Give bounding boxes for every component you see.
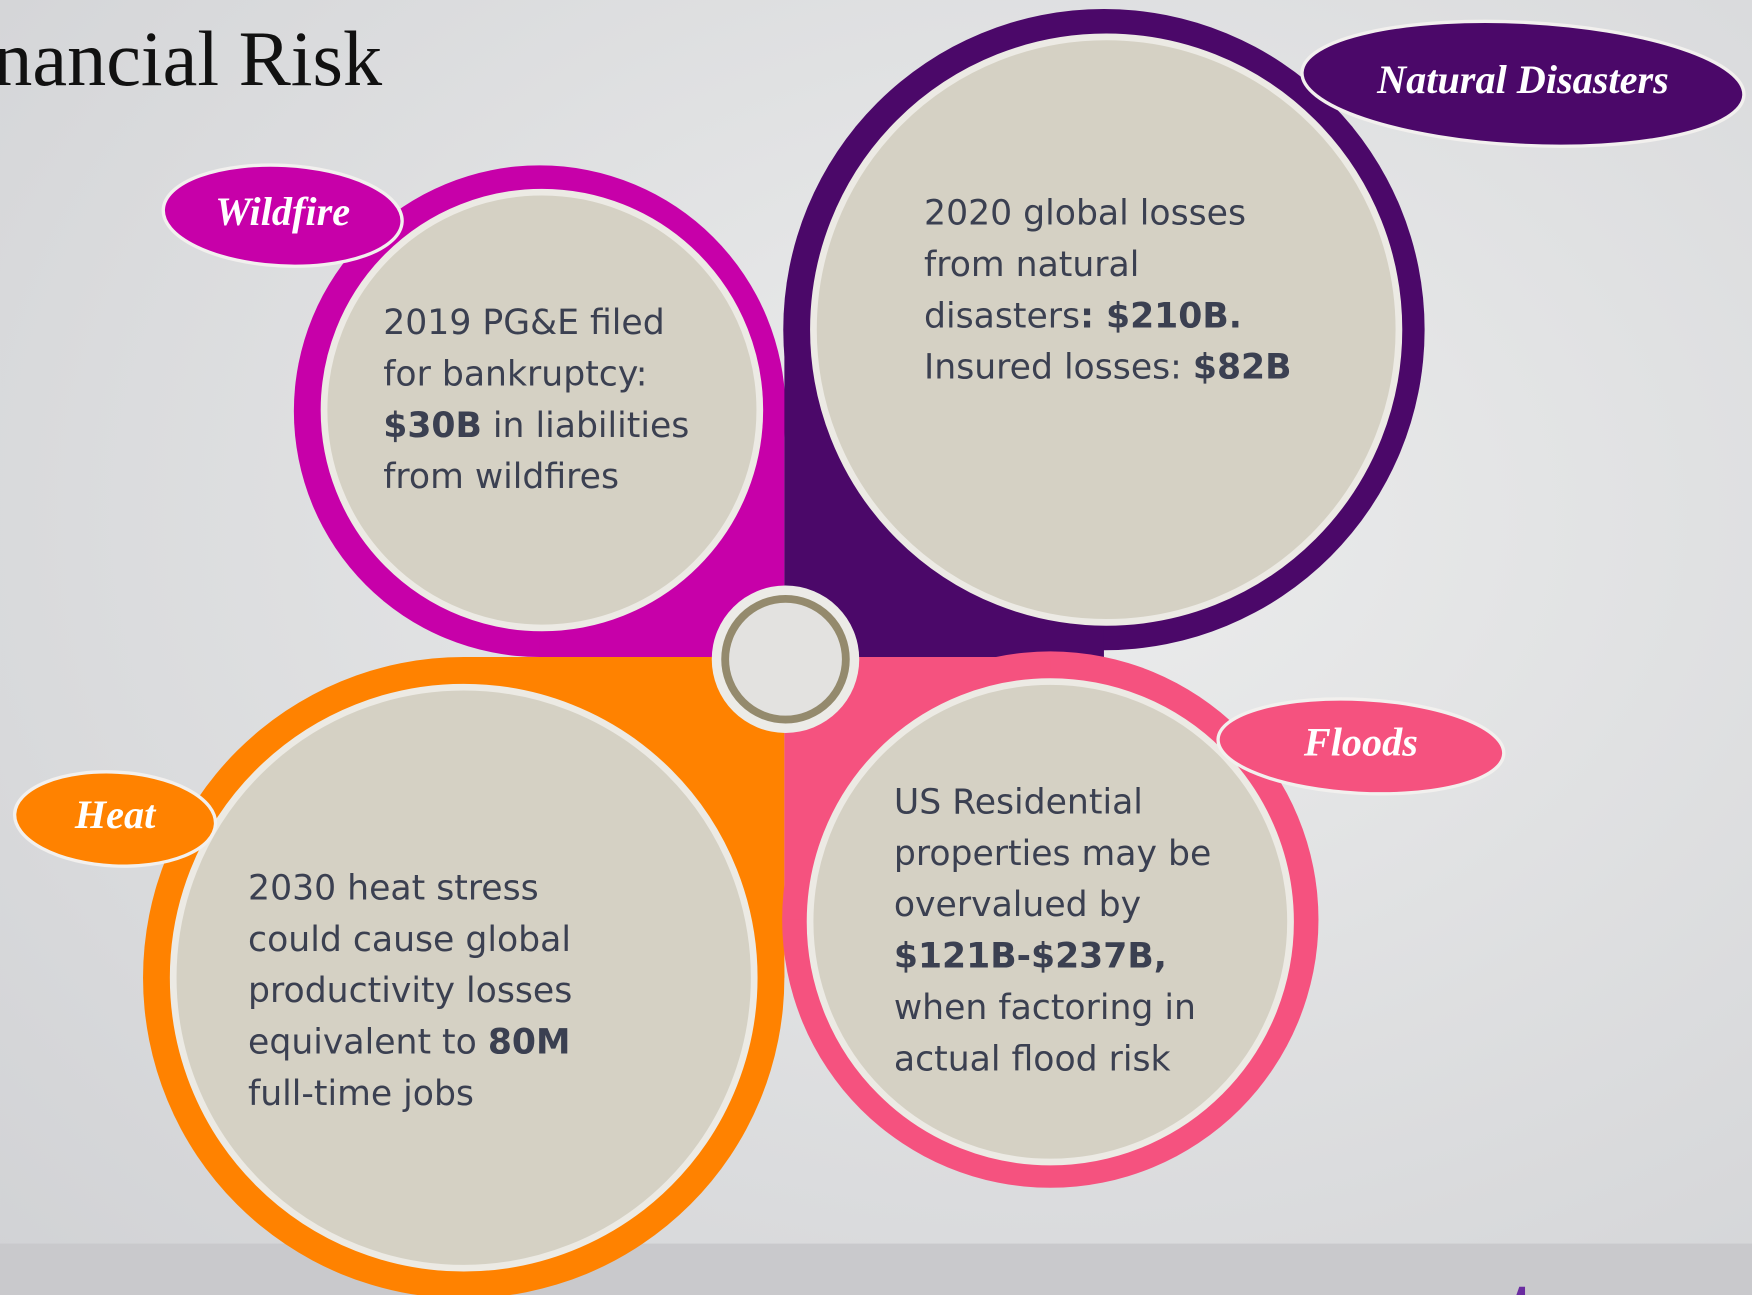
text-run: equivalent to bbox=[248, 1023, 488, 1063]
panel-label-badge bbox=[161, 163, 404, 268]
text-run: 80M bbox=[488, 1023, 571, 1063]
panel-label: Natural Disasters bbox=[1376, 57, 1669, 102]
text-run: when factoring in bbox=[894, 988, 1196, 1028]
panel-text-line: disasters: $210B. bbox=[924, 296, 1242, 336]
panel-text-line: properties may be bbox=[894, 834, 1211, 874]
text-run: overvalued by bbox=[894, 885, 1141, 925]
panel-text-line: could cause global bbox=[248, 920, 571, 960]
panel-text-line: productivity losses bbox=[248, 971, 572, 1011]
text-run: disasters bbox=[924, 296, 1080, 336]
text-run: US Residential bbox=[894, 782, 1143, 822]
panel-inner bbox=[810, 33, 1403, 626]
text-run: productivity losses bbox=[248, 971, 572, 1011]
text-run: from wildfires bbox=[383, 457, 619, 497]
panel-text-line: actual flood risk bbox=[894, 1039, 1171, 1079]
text-run: actual flood risk bbox=[894, 1039, 1171, 1079]
panel: US Residential properties may be overvalue… bbox=[782, 651, 1319, 1188]
panel-inner bbox=[320, 188, 764, 632]
footer-band bbox=[0, 1243, 1752, 1295]
panel-label: Floods bbox=[1303, 720, 1418, 765]
panel-text-line: equivalent to 80M bbox=[248, 1023, 570, 1063]
text-run: in liabilities bbox=[482, 406, 689, 446]
panel-label: Wildfire bbox=[215, 189, 350, 234]
panel-text-line: Insured losses: $82B bbox=[924, 348, 1291, 388]
panel-text-line: 2019 PG&E filed bbox=[383, 303, 664, 343]
panel-text-line: from wildfires bbox=[383, 457, 619, 497]
text-run: from natural bbox=[924, 245, 1139, 285]
panel-text-line: $121B-$237B, bbox=[894, 937, 1167, 977]
text-run: 2030 heat stress bbox=[248, 868, 539, 908]
panel-text-line: overvalued by bbox=[894, 885, 1141, 925]
panel-text-line: for bankruptcy: bbox=[383, 354, 647, 394]
text-run: 2019 PG&E filed bbox=[383, 303, 664, 343]
panel: 2019 PG&E filed for bankruptcy: $30B in li… bbox=[293, 165, 786, 657]
text-run: $30B bbox=[383, 406, 482, 446]
text-run: Insured losses: bbox=[924, 348, 1193, 388]
panels: 2019 PG&E filed for bankruptcy: $30B in li… bbox=[12, 8, 1746, 1295]
text-run: $121B-$237B, bbox=[894, 937, 1167, 977]
logo: wtw bbox=[1458, 1271, 1586, 1295]
panel-text-line: from natural bbox=[924, 245, 1139, 285]
panel-text-line: full-time jobs bbox=[248, 1074, 474, 1114]
panel-text-line: US Residential bbox=[894, 782, 1143, 822]
panel-text-line: 2020 global losses bbox=[924, 194, 1246, 234]
panel: 2020 global losses from natural disasters:… bbox=[783, 8, 1425, 657]
panel-label-badge bbox=[1216, 697, 1506, 796]
text-run: $82B bbox=[1193, 348, 1292, 388]
slide-title: nancial Risk bbox=[0, 15, 383, 102]
text-run: : $210B. bbox=[1080, 296, 1242, 336]
panel-label: Heat bbox=[74, 792, 157, 837]
text-run: could cause global bbox=[248, 920, 571, 960]
hub bbox=[721, 594, 850, 724]
text-run: properties may be bbox=[894, 834, 1211, 874]
panel-inner bbox=[806, 678, 1294, 1166]
panel-text-line: 2030 heat stress bbox=[248, 868, 539, 908]
text-run: 2020 global losses bbox=[924, 194, 1246, 234]
panel-inner bbox=[169, 683, 758, 1272]
panel-label-badge bbox=[1300, 19, 1746, 148]
panel-label-badge bbox=[12, 770, 218, 868]
text-run: for bankruptcy: bbox=[383, 354, 647, 394]
text-run: full-time jobs bbox=[248, 1074, 474, 1114]
panel-text-line: $30B in liabilities bbox=[383, 406, 689, 446]
panel: 2030 heat stress could cause global produc… bbox=[143, 656, 785, 1295]
panel-text-line: when factoring in bbox=[894, 988, 1196, 1028]
